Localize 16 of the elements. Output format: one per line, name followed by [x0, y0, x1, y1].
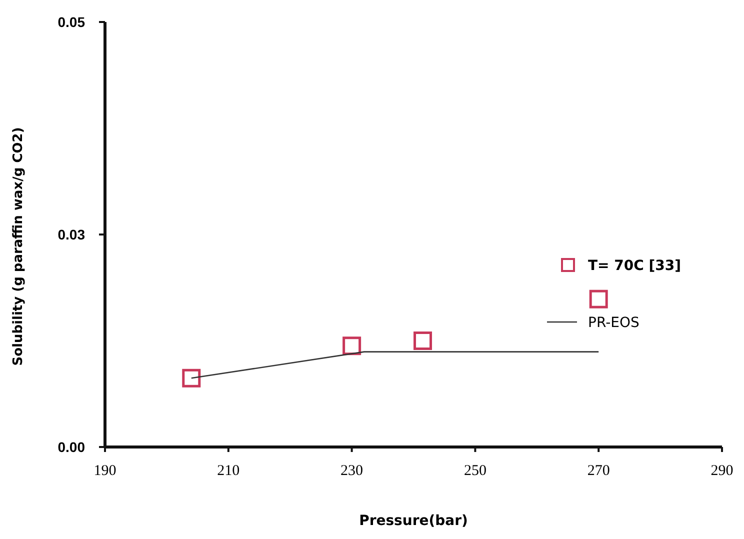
x-tick-label: 290 — [710, 463, 734, 479]
legend-label: T= 70C [33] — [588, 258, 682, 274]
y-tick-label: 0.00 — [58, 439, 86, 455]
legend-label: PR-EOS — [588, 315, 640, 331]
x-tick-label: 190 — [94, 463, 116, 479]
point — [182, 368, 201, 388]
x-tick-label: 210 — [217, 463, 240, 479]
x-tick-label: 250 — [464, 463, 486, 479]
y-tick-label: 0.05 — [58, 14, 86, 30]
x-tick-label: 230 — [340, 463, 364, 479]
point — [589, 290, 608, 308]
y-tick-label: 0.03 — [58, 226, 86, 242]
x-axis-title: Pressure(bar) — [359, 513, 468, 529]
x-tick-label: 270 — [587, 463, 610, 479]
y-axis-title: Solubility (g paraffin wax/g CO2) — [11, 127, 26, 366]
point — [414, 332, 432, 350]
